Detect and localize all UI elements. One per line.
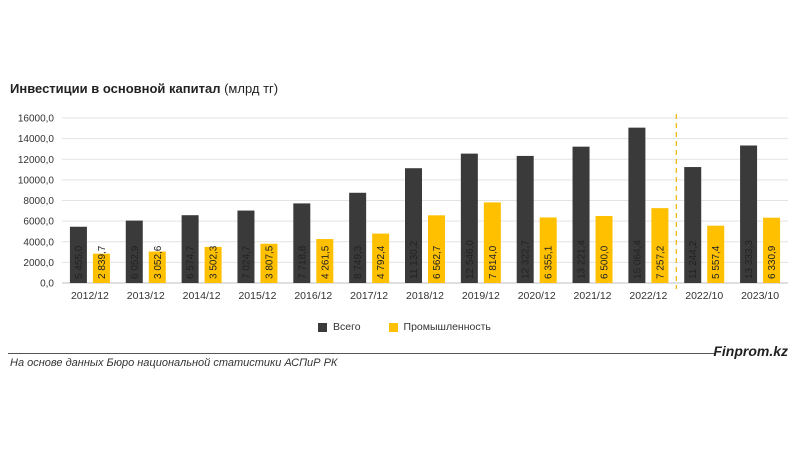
data-label-industry: 6 330,9 (767, 245, 778, 279)
brand-logo-text: Finprom.kz (713, 343, 788, 359)
bar-total (740, 145, 758, 283)
legend-label-industry: Промышленность (403, 321, 491, 333)
data-label-industry: 3 052,6 (153, 245, 164, 279)
footer-divider (8, 353, 716, 354)
chart-title-unit: (млрд тг) (220, 81, 279, 96)
chart-title: Инвестиции в основной капитал (млрд тг) (10, 81, 278, 96)
bar-total (628, 127, 646, 283)
bar-industry (92, 253, 110, 283)
data-label-total: 13 333,3 (744, 240, 755, 279)
data-label-total: 6 574,7 (186, 245, 197, 279)
data-label-industry: 4 792,4 (376, 245, 387, 279)
bar-total (69, 226, 87, 283)
y-tick-label: 12000,0 (18, 155, 55, 166)
x-tick-label: 2022/10 (685, 290, 723, 302)
bar-total (405, 168, 422, 283)
data-label-industry: 5 557,4 (711, 245, 722, 279)
x-tick-label: 2023/10 (741, 290, 779, 302)
x-tick-label: 2015/12 (238, 290, 276, 302)
bar-total (460, 153, 478, 283)
bar-industry (148, 251, 166, 283)
x-tick-label: 2021/12 (574, 290, 612, 302)
footer: На основе данных Бюро национальной стати… (0, 343, 800, 371)
bar-total (572, 146, 590, 283)
bar-total (125, 220, 143, 283)
bar-total (181, 215, 199, 283)
data-label-industry: 3 807,5 (264, 245, 275, 279)
x-tick-label: 2020/12 (518, 290, 556, 302)
y-tick-label: 10000,0 (18, 175, 55, 186)
data-label-total: 12 322,7 (521, 240, 532, 279)
data-label-industry: 7 814,0 (488, 245, 499, 279)
x-tick-label: 2016/12 (294, 290, 332, 302)
bar-industry (483, 202, 501, 283)
bar-industry (260, 243, 278, 283)
data-label-industry: 2 839,7 (97, 245, 108, 279)
data-label-industry: 6 562,7 (432, 245, 443, 279)
x-tick-label: 2013/12 (127, 290, 165, 302)
bar-industry (372, 233, 390, 283)
bar-total (237, 210, 255, 283)
data-label-total: 5 455,0 (74, 245, 85, 279)
bar-chart: 0,0 2000,0 4000,0 6000,0 8000,0 10000,0 12000,… (18, 114, 788, 302)
bar-industry (707, 225, 725, 283)
x-tick-label: 2018/12 (406, 290, 444, 302)
bar-industry (763, 217, 781, 283)
bar-total (293, 203, 311, 283)
y-tick-label: 0,0 (40, 279, 54, 290)
x-tick-label: 2014/12 (183, 290, 221, 302)
bar-total (516, 155, 534, 283)
bar-industry (204, 246, 222, 283)
data-label-industry: 6 500,0 (600, 245, 611, 279)
data-label-industry: 7 257,2 (655, 245, 666, 279)
chart-legend: Всего Промышленность (318, 321, 491, 333)
y-tick-label: 4000,0 (23, 237, 54, 248)
data-label-total: 6 052,9 (130, 245, 141, 279)
data-label-total: 13 221,4 (577, 240, 588, 279)
data-label-total: 12 546,0 (465, 240, 476, 279)
data-label-industry: 6 355,1 (544, 245, 555, 279)
x-tick-label: 2017/12 (350, 290, 388, 302)
bar-industry (595, 215, 613, 283)
y-tick-label: 14000,0 (18, 134, 55, 145)
bar-industry (651, 208, 669, 283)
data-label-total: 7 024,7 (241, 245, 252, 279)
bar-industry (316, 239, 334, 283)
data-label-total: 11 244,2 (688, 240, 699, 279)
data-label-industry: 3 502,3 (209, 245, 220, 279)
x-tick-label: 2022/12 (629, 290, 667, 302)
legend-item-total: Всего (318, 321, 361, 333)
y-tick-label: 16000,0 (18, 114, 55, 125)
chart-title-main: Инвестиции в основной капитал (10, 81, 221, 96)
legend-swatch-industry (388, 322, 398, 332)
x-tick-label: 2019/12 (462, 290, 500, 302)
bar-industry (539, 217, 557, 283)
y-tick-label: 2000,0 (23, 258, 54, 269)
data-label-total: 8 749,3 (353, 245, 364, 279)
data-label-total: 11 130,2 (409, 240, 420, 279)
data-label-total: 7 718,8 (297, 245, 308, 279)
y-tick-label: 8000,0 (23, 196, 54, 207)
bar-total (684, 167, 702, 283)
legend-label-total: Всего (333, 321, 361, 333)
source-note: На основе данных Бюро национальной стати… (10, 357, 338, 369)
data-label-total: 15 064,4 (632, 240, 643, 279)
legend-item-industry: Промышленность (388, 321, 491, 333)
legend-swatch-total (318, 322, 327, 332)
bar-total (349, 192, 367, 283)
y-tick-label: 6000,0 (23, 217, 54, 228)
x-tick-label: 2012/12 (71, 290, 109, 302)
data-label-industry: 4 261,5 (320, 245, 331, 279)
bar-industry (428, 215, 445, 283)
